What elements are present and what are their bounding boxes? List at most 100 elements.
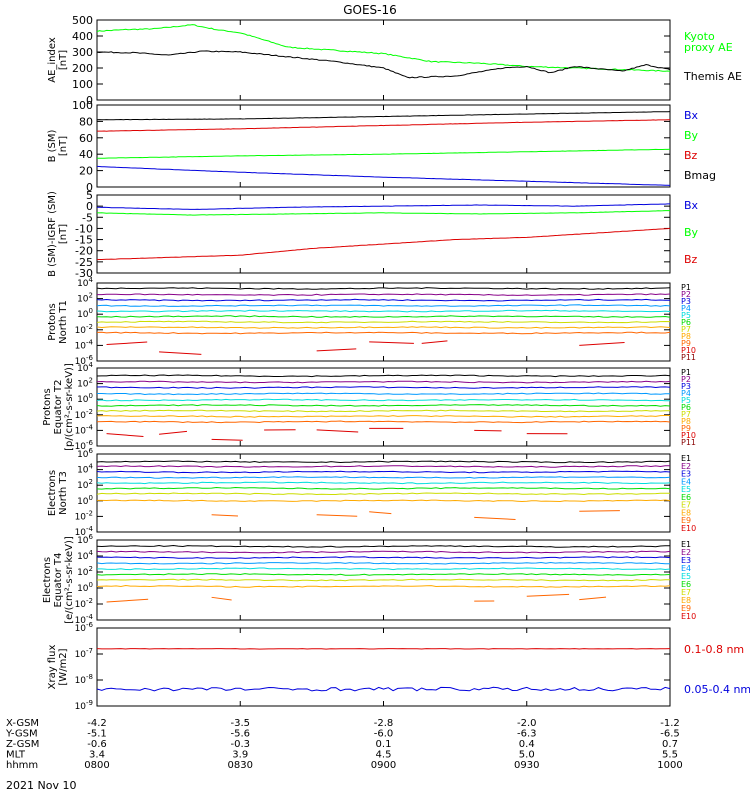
channel-segment-p10 — [106, 341, 148, 346]
date-label: 2021 Nov 10 — [6, 779, 76, 792]
time-axis-labels: X-GSM -4.2 -3.5 -2.8 -2.0 -1.2 Y-GSM -5.1 -5.6 -6… — [5, 718, 683, 771]
channel-segment-e9 — [211, 596, 232, 601]
row-value: 0800 — [84, 760, 109, 771]
y-tick-label: 100 — [77, 392, 93, 405]
channel-segment-e9 — [474, 516, 516, 520]
channel-legend: E4 — [681, 477, 691, 486]
y-tick-label: 10-4 — [75, 423, 94, 436]
channel-line-p2 — [97, 380, 670, 384]
y-tick-label: 100 — [77, 581, 93, 594]
legend-label: Bx — [684, 109, 699, 122]
channel-segment-e9 — [316, 514, 358, 517]
row-label: MLT — [6, 750, 26, 761]
row-value: 0.7 — [662, 739, 678, 750]
channel-line-p5 — [97, 309, 670, 313]
y-axis-label: [W/m2] — [58, 648, 69, 685]
series-line-by — [97, 210, 670, 216]
channel-legend: E2 — [681, 462, 691, 471]
y-tick-label: -10 — [75, 222, 93, 235]
y-axis-label: Electrons — [47, 470, 58, 516]
channel-segment-e9 — [106, 598, 149, 603]
channel-legend: E3 — [681, 470, 691, 479]
channel-legend: E8 — [681, 596, 691, 605]
legend-label: Kyoto — [684, 30, 715, 43]
y-tick-label: 10-2 — [75, 408, 93, 421]
row-value: -4.2 — [87, 718, 107, 729]
y-tick-label: 102 — [77, 478, 93, 491]
channel-legend: E7 — [681, 588, 691, 597]
row-value: 0900 — [371, 760, 396, 771]
panel-3: -30-25-20-15-10-505 B (SM)-IGRF (SM) [nT] B… — [47, 189, 699, 280]
channel-legend: P1 — [681, 283, 691, 292]
channel-line-p6 — [97, 315, 670, 318]
y-tick-label: 10-8 — [75, 673, 93, 686]
channel-line-p7 — [97, 409, 670, 413]
y-axis-label: B (SM)-IGRF (SM) — [47, 191, 58, 277]
channel-line-p7 — [97, 320, 670, 324]
y-tick-label: 80 — [79, 115, 93, 128]
channel-line-p8 — [97, 326, 670, 329]
channel-line-e7 — [97, 492, 670, 496]
channel-line-e3 — [97, 556, 670, 559]
channel-segment-e9 — [211, 514, 238, 517]
row-label: Y-GSM — [5, 729, 38, 740]
y-axis-label: [nT] — [58, 50, 69, 70]
channel-segment-p10 — [211, 438, 243, 441]
channel-legend: P11 — [681, 353, 696, 362]
channel-line-p5 — [97, 398, 670, 402]
legend-label: Themis AE — [683, 70, 742, 83]
channel-legend: P1 — [681, 368, 691, 377]
series-line-bx — [97, 165, 670, 186]
y-tick-label: 300 — [72, 46, 93, 59]
row-value: -1.2 — [660, 718, 680, 729]
channel-legend: E9 — [681, 604, 691, 613]
y-axis-label: Protons — [42, 388, 53, 425]
legend-label: By — [684, 226, 699, 239]
channel-legend: P7 — [681, 325, 691, 334]
legend-label: Bz — [684, 149, 698, 162]
panel-2: 0 20 40 60 80 100 B (SM) [nT] Bx By Bz Bmag — [47, 99, 716, 194]
channel-segment-e9 — [579, 510, 620, 512]
y-tick-label: -15 — [75, 234, 93, 247]
y-axis-label: North T3 — [58, 471, 69, 515]
row-label: hhmm — [6, 760, 38, 771]
channel-line-p4 — [97, 304, 670, 307]
channel-line-e6 — [97, 573, 670, 576]
legend-label: Bmag — [684, 169, 716, 182]
channel-legend: P11 — [681, 438, 696, 447]
y-tick-label: 60 — [79, 132, 93, 145]
row-value: 5.0 — [519, 750, 535, 761]
channel-legend: P8 — [681, 332, 691, 341]
row-value: -5.6 — [230, 729, 250, 740]
channel-line-e7 — [97, 578, 670, 582]
channel-legend: E3 — [681, 556, 691, 565]
panel-frame — [96, 627, 671, 707]
row-value: -6.0 — [374, 729, 394, 740]
channel-legend: P2 — [681, 290, 691, 299]
y-tick-label: 104 — [77, 549, 93, 562]
row-value: -6.5 — [660, 729, 680, 740]
plot-title: GOES-16 — [343, 3, 397, 17]
panel-frame — [96, 104, 671, 188]
y-tick-label: -30 — [75, 267, 93, 280]
y-tick-label: 0 — [86, 200, 93, 213]
row-label: Z-GSM — [6, 739, 39, 750]
channel-segment-e9 — [579, 596, 607, 601]
channel-legend: P8 — [681, 417, 691, 426]
channel-line-e3 — [97, 470, 670, 474]
y-axis-label: Xray flux — [47, 645, 58, 690]
y-tick-label: 10-2 — [75, 597, 93, 610]
y-tick-label: 102 — [77, 377, 93, 390]
channel-legend: E7 — [681, 501, 691, 510]
legend-label: 0.05-0.4 nm — [684, 683, 750, 696]
channel-legend: E1 — [681, 454, 691, 463]
y-tick-label: -5 — [82, 211, 93, 224]
row-value: 5.5 — [662, 750, 678, 761]
channel-legend: E10 — [681, 524, 696, 533]
channel-legend: P3 — [681, 297, 691, 306]
y-axis-label: Protons — [47, 303, 58, 340]
y-tick-label: 0 — [86, 181, 93, 194]
